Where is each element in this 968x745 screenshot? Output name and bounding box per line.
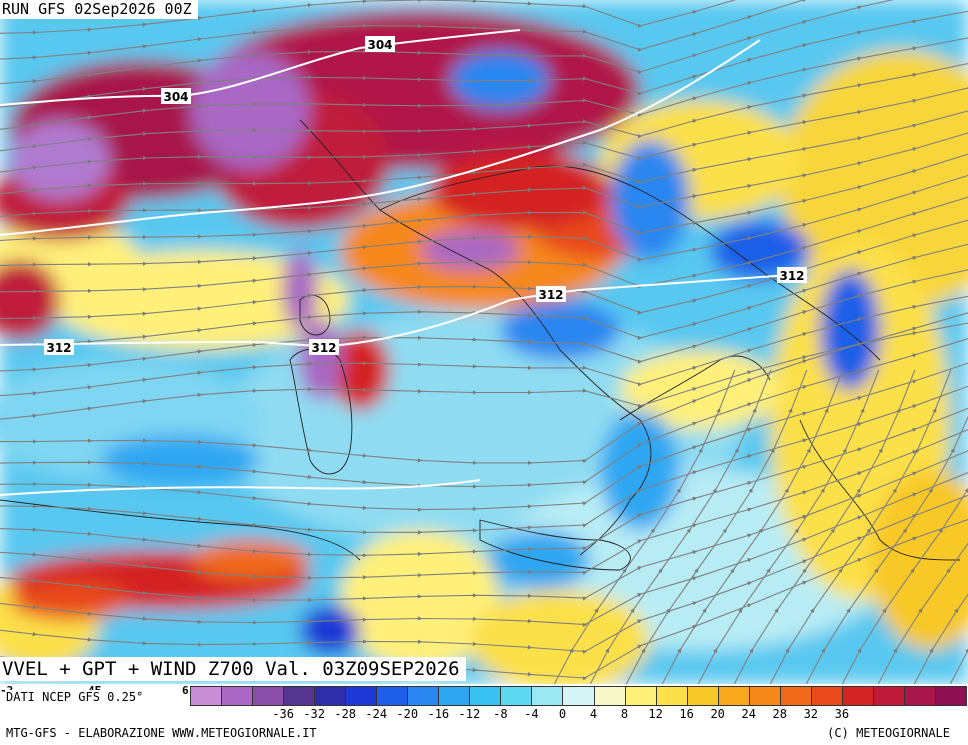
color-scale-tick: 12 — [648, 707, 663, 721]
color-scale-cell — [903, 686, 936, 706]
svg-text:312: 312 — [538, 288, 563, 302]
svg-text:304: 304 — [367, 38, 392, 52]
color-scale-cell — [624, 686, 657, 706]
svg-text:304: 304 — [163, 90, 188, 104]
svg-text:312: 312 — [311, 341, 336, 355]
map-title: VVEL + GPT + WIND Z700 Val. 03Z09SEP2026 — [0, 657, 466, 681]
color-scale-cell — [934, 686, 967, 706]
color-scale-cell — [531, 686, 564, 706]
color-scale-cell — [717, 686, 750, 706]
svg-text:312: 312 — [779, 269, 804, 283]
color-scale-ticks: -36 -32 -28 -24 -20 -16 -12 -8 -4 0 4 8 12 16 20 24 28 32… — [190, 706, 966, 722]
color-scale-cell — [500, 686, 533, 706]
color-scale-tick: 20 — [710, 707, 725, 721]
isoline-label: 304 — [365, 36, 395, 52]
isoline-label: 312 — [536, 286, 566, 302]
color-scale-tick: -12 — [458, 707, 481, 721]
color-scale-tick: -28 — [334, 707, 357, 721]
isoline-label: 312 — [777, 267, 807, 283]
color-scale-cell — [252, 686, 285, 706]
color-scale-cell — [314, 686, 347, 706]
color-scale-tick: -16 — [427, 707, 450, 721]
color-scale-cell — [779, 686, 812, 706]
color-scale-cell — [469, 686, 502, 706]
color-scale-cell — [345, 686, 378, 706]
color-scale-tick: 4 — [589, 707, 598, 721]
geopotential-isolines — [0, 29, 791, 496]
color-scale-tick: 8 — [620, 707, 629, 721]
color-scale-tick: -24 — [365, 707, 388, 721]
color-scale-cell — [407, 686, 440, 706]
weather-map: 304 304 312 312 312 312 — [0, 0, 968, 684]
isoline-label: 312 — [309, 339, 339, 355]
color-scale-cell — [686, 686, 719, 706]
color-scale-cell — [593, 686, 626, 706]
isoline-label: 304 — [161, 88, 191, 104]
color-scale-tick: -20 — [396, 707, 419, 721]
color-scale-cell — [810, 686, 843, 706]
color-scale-cell — [221, 686, 254, 706]
color-scale-cell — [376, 686, 409, 706]
color-scale-tick: 32 — [803, 707, 819, 721]
isoline-labels: 304 304 312 312 312 312 — [44, 36, 807, 355]
color-scale-tick: 0 — [558, 707, 567, 721]
run-label: RUN GFS 02Sep2026 00Z — [0, 0, 198, 19]
color-scale-tick: -32 — [303, 707, 325, 721]
color-scale-cell — [438, 686, 471, 706]
color-scale-tick: -4 — [524, 707, 539, 721]
isoline-label: 312 — [44, 339, 74, 355]
color-scale-cell — [283, 686, 316, 706]
color-scale-tick: 28 — [772, 707, 787, 721]
color-scale-cell — [841, 686, 874, 706]
footer-credit: MTG-GFS - ELABORAZIONE WWW.METEOGIORNALE… — [6, 726, 317, 740]
color-scale-tick: 16 — [679, 707, 694, 721]
color-scale-cell — [872, 686, 905, 706]
wind-streamlines — [0, 0, 968, 684]
color-scale-tick: 24 — [741, 707, 756, 721]
edge-tick: 6 — [182, 684, 189, 697]
svg-text:312: 312 — [46, 341, 71, 355]
color-scale-tick: 36 — [834, 707, 850, 721]
footer-copyright: (C) METEOGIORNALE — [827, 726, 950, 740]
streamline — [877, 407, 968, 684]
streamline — [913, 407, 968, 684]
color-scale-tick: -36 — [272, 707, 294, 721]
color-scale-bar — [190, 686, 967, 706]
color-scale-cell — [190, 686, 223, 706]
color-scale-cell — [748, 686, 781, 706]
data-source-label: DATI NCEP GFS 0.25° — [6, 690, 147, 704]
color-scale-cell — [655, 686, 688, 706]
color-scale-tick: -8 — [493, 707, 508, 721]
color-scale-cell — [562, 686, 595, 706]
